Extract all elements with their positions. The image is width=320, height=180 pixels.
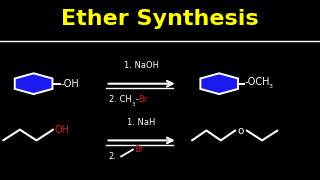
Text: -OCH: -OCH: [244, 77, 269, 87]
Text: -: -: [135, 95, 138, 104]
Text: OH: OH: [55, 125, 70, 135]
Text: Ether Synthesis: Ether Synthesis: [61, 9, 259, 29]
Text: Br: Br: [139, 95, 148, 104]
Polygon shape: [200, 73, 238, 94]
Polygon shape: [15, 73, 52, 94]
Text: 1. NaOH: 1. NaOH: [124, 61, 159, 70]
Text: Br: Br: [134, 145, 144, 154]
Text: 2. CH: 2. CH: [109, 95, 132, 104]
Text: 2.: 2.: [109, 152, 117, 161]
Text: 3: 3: [268, 84, 272, 89]
Text: 1. NaH: 1. NaH: [127, 118, 156, 127]
Text: 3: 3: [132, 102, 135, 107]
Text: o: o: [238, 125, 244, 136]
Text: -OH: -OH: [60, 79, 79, 89]
